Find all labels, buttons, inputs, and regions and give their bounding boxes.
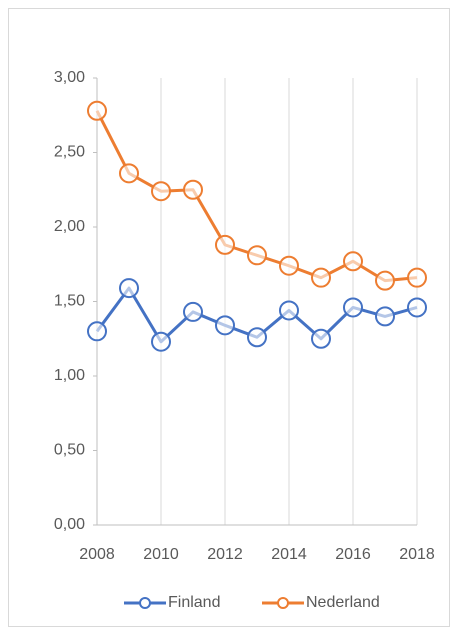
point-marker (151, 181, 171, 202)
y-tick-label: 2,50 (54, 144, 85, 161)
point-marker (407, 267, 427, 288)
y-tick-label: 1,50 (54, 293, 85, 310)
legend-label: Finland (168, 594, 220, 611)
point-marker (119, 163, 139, 184)
point-marker (343, 297, 363, 318)
point-marker (215, 315, 235, 336)
point-marker (311, 328, 331, 349)
x-tick-label: 2014 (271, 546, 307, 563)
x-tick-label: 2012 (207, 546, 243, 563)
point-marker (215, 234, 235, 255)
point-marker (247, 327, 267, 348)
x-tick-label: 2016 (335, 546, 371, 563)
point-marker (183, 179, 203, 200)
y-tick-label: 0,50 (54, 442, 85, 459)
x-tick-label: 2008 (79, 546, 115, 563)
y-tick-label: 1,00 (54, 367, 85, 384)
point-marker (407, 297, 427, 318)
y-tick-label: 3,00 (54, 69, 85, 86)
y-tick-label: 0,00 (54, 516, 85, 533)
point-marker (247, 245, 267, 266)
y-tick-label: 2,00 (54, 218, 85, 235)
point-marker (183, 301, 203, 322)
point-marker (311, 267, 331, 288)
legend-label: Nederland (306, 594, 380, 611)
point-marker (279, 255, 299, 276)
point-marker (375, 306, 395, 327)
point-marker (151, 331, 171, 352)
point-marker (375, 270, 395, 291)
point-marker (87, 100, 107, 121)
point-marker (279, 300, 299, 321)
legend-marker (277, 597, 289, 609)
point-marker (343, 251, 363, 272)
point-marker (119, 278, 139, 299)
legend-marker (139, 597, 151, 609)
x-tick-label: 2018 (399, 546, 435, 563)
x-tick-label: 2010 (143, 546, 179, 563)
point-marker (87, 321, 107, 342)
